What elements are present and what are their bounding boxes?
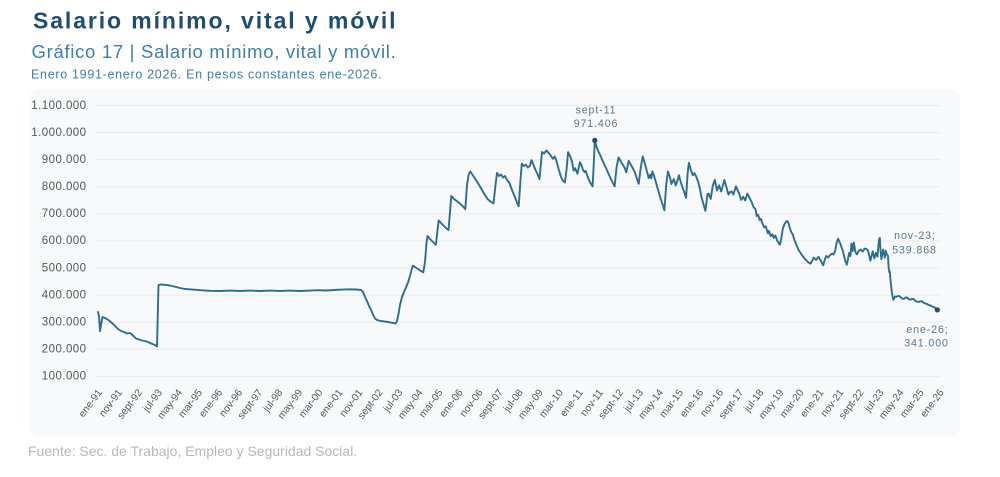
svg-text:400.000: 400.000 <box>42 289 87 301</box>
svg-text:539.868: 539.868 <box>892 245 937 257</box>
svg-text:1.100.000: 1.100.000 <box>31 100 86 112</box>
svg-text:341.000: 341.000 <box>904 338 949 350</box>
svg-text:900.000: 900.000 <box>42 154 87 166</box>
svg-text:Gráfico 17 | Salario mínimo, v: Gráfico 17 | Salario mínimo, vital y móv… <box>32 41 397 62</box>
svg-text:600.000: 600.000 <box>42 235 87 247</box>
svg-text:sept-11: sept-11 <box>576 105 617 117</box>
svg-text:Salario mínimo, vital y móvil: Salario mínimo, vital y móvil <box>33 8 397 34</box>
svg-text:ene-26;: ene-26; <box>906 324 948 336</box>
svg-text:971.406: 971.406 <box>574 118 619 130</box>
svg-text:Enero 1991-enero 2026. En peso: Enero 1991-enero 2026. En pesos constant… <box>31 68 382 82</box>
svg-text:1.000.000: 1.000.000 <box>31 127 86 139</box>
svg-text:Fuente: Sec. de Trabajo, Emple: Fuente: Sec. de Trabajo, Empleo y Seguri… <box>28 443 357 459</box>
svg-text:200.000: 200.000 <box>42 344 87 356</box>
svg-text:100.000: 100.000 <box>42 371 87 383</box>
svg-text:700.000: 700.000 <box>42 208 87 220</box>
svg-text:800.000: 800.000 <box>42 181 87 193</box>
svg-text:nov-23;: nov-23; <box>894 230 936 242</box>
svg-text:300.000: 300.000 <box>42 316 87 328</box>
svg-text:500.000: 500.000 <box>42 262 87 274</box>
